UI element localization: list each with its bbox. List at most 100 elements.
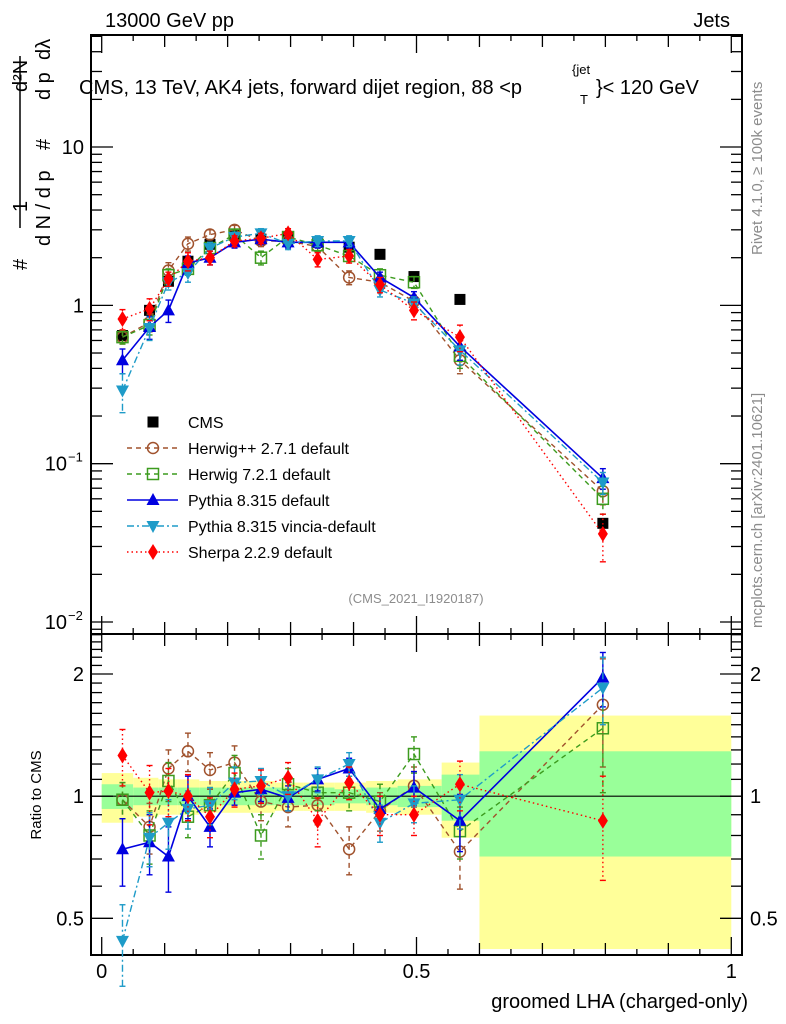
main-data-point	[312, 251, 323, 268]
main-data-point	[203, 243, 217, 256]
ratio-data-point	[283, 769, 294, 786]
x-tick-label: 0	[96, 961, 107, 983]
ratio-data-point	[203, 763, 217, 777]
ratio-data-point	[407, 747, 421, 761]
main-series-layer	[115, 223, 610, 563]
x-axis-label: groomed LHA (charged-only)	[491, 991, 748, 1013]
main-data-point	[374, 276, 385, 293]
ylabel-den2: d p	[33, 72, 55, 100]
main-data-point	[255, 230, 266, 247]
ratio-data-point	[203, 800, 217, 813]
legend-label: Pythia 8.315 default	[188, 493, 330, 510]
main-data-point	[283, 225, 294, 242]
x-tick-label: 0.5	[403, 961, 431, 983]
ratio-data-point	[143, 832, 157, 845]
main-data-point	[373, 270, 387, 283]
legend-label: Herwig 7.2.1 default	[188, 467, 331, 484]
side-label-top: Rivet 4.1.0, ≥ 100k events	[749, 82, 766, 255]
ratio-data-point	[342, 842, 356, 856]
legend-marker-diamond-icon	[148, 544, 158, 560]
title-post: }< 120 GeV	[596, 77, 700, 99]
main-data-point	[181, 268, 195, 281]
ratio-data-point	[204, 808, 215, 825]
y-tick-label: 10	[45, 454, 67, 476]
y-tick-label-exponent: −2	[68, 608, 83, 623]
ratio-series-layer	[115, 651, 610, 987]
ratio-series-line	[121, 687, 604, 942]
title-sub: T	[580, 92, 588, 107]
ratio-ylabel: Ratio to CMS	[28, 750, 45, 839]
main-data-point	[454, 329, 465, 346]
legend-item: Sherpa 2.2.9 default	[127, 544, 333, 562]
main-series-line	[121, 238, 604, 479]
y-tick-label-exponent: −1	[68, 450, 83, 465]
main-data-point	[342, 235, 356, 248]
title-sup: {jet	[572, 62, 590, 77]
main-data-point	[342, 271, 356, 284]
legend-item: Herwig 7.2.1 default	[127, 467, 331, 484]
plot-title: CMS, 13 TeV, AK4 jets, forward dijet reg…	[79, 62, 700, 107]
ratio-data-point	[374, 806, 385, 823]
ylabel-lambda: dλ	[33, 39, 55, 60]
legend-label: Sherpa 2.2.9 default	[188, 545, 333, 562]
ratio-data-point	[255, 777, 266, 794]
ratio-data-point	[408, 806, 419, 823]
ylabel-hash-2: #	[33, 138, 55, 150]
main-series-sherpa-2-2-9-default	[117, 225, 608, 563]
ratio-data-point	[254, 829, 268, 842]
main-data-point	[454, 293, 466, 305]
ylabel-hash-1: #	[10, 258, 32, 270]
ratio-y-tick-label-right: 1	[750, 786, 761, 808]
ratio-data-point	[117, 747, 128, 764]
x-tick-label: 1	[726, 961, 737, 983]
ratio-series-line	[121, 704, 604, 853]
header-left: 13000 GeV pp	[105, 10, 234, 32]
ratio-y-tick-label-left: 0.5	[56, 908, 84, 930]
legend-item: Herwig++ 2.7.1 default	[127, 441, 350, 458]
legend-label: CMS	[188, 415, 224, 432]
analysis-watermark: (CMS_2021_I1920187)	[348, 591, 483, 606]
legend-marker-triangle-up-icon	[146, 493, 160, 505]
main-data-point	[117, 311, 128, 328]
main-data-point	[116, 330, 129, 344]
title-pre: CMS, 13 TeV, AK4 jets, forward dijet reg…	[79, 77, 522, 99]
ratio-data-point	[181, 745, 195, 758]
main-series-line	[122, 232, 604, 535]
ratio-series-sherpa-2-2-9-default	[117, 728, 608, 882]
ratio-data-point	[115, 935, 129, 948]
legend-marker-square-open-icon	[146, 467, 160, 481]
legend-marker-circle-open-icon	[146, 441, 160, 455]
title-main: CMS, 13 TeV, AK4 jets, forward dijet reg…	[79, 77, 522, 99]
side-label-bottom: mcplots.cern.ch [arXiv:2401.10621]	[749, 393, 766, 628]
main-data-point	[115, 353, 129, 366]
ratio-data-point	[597, 812, 608, 829]
ratio-y-tick-label-right: 0.5	[750, 908, 778, 930]
ratio-data-point	[342, 759, 356, 772]
main-data-point	[408, 302, 419, 319]
main-series-line	[122, 233, 604, 500]
ratio-data-point	[596, 682, 610, 695]
main-data-point	[254, 251, 268, 264]
main-data-point	[374, 248, 386, 260]
main-data-point	[204, 249, 215, 266]
ratio-data-point	[407, 798, 421, 811]
ratio-data-point	[344, 774, 355, 791]
ratio-uncertainty-bands	[101, 715, 732, 950]
main-data-point	[229, 232, 240, 249]
ratio-y-tick-label-right: 2	[750, 664, 761, 686]
legend-label: Herwig++ 2.7.1 default	[188, 441, 350, 458]
ratio-data-point	[161, 817, 175, 830]
ratio-data-point	[116, 793, 129, 806]
main-data-point	[311, 235, 325, 248]
y-tick-label: 10	[62, 137, 84, 159]
legend: CMS Herwig++ 2.7.1 default Herwig 7.2.1 de…	[127, 415, 376, 562]
band-inner	[479, 751, 732, 857]
main-data-point	[182, 253, 193, 270]
ratio-data-point	[163, 782, 174, 799]
ratio-data-point	[182, 788, 193, 805]
header-right: Jets	[693, 10, 730, 32]
ratio-data-point	[453, 794, 467, 807]
legend-label: Pythia 8.315 vincia-default	[188, 519, 376, 536]
